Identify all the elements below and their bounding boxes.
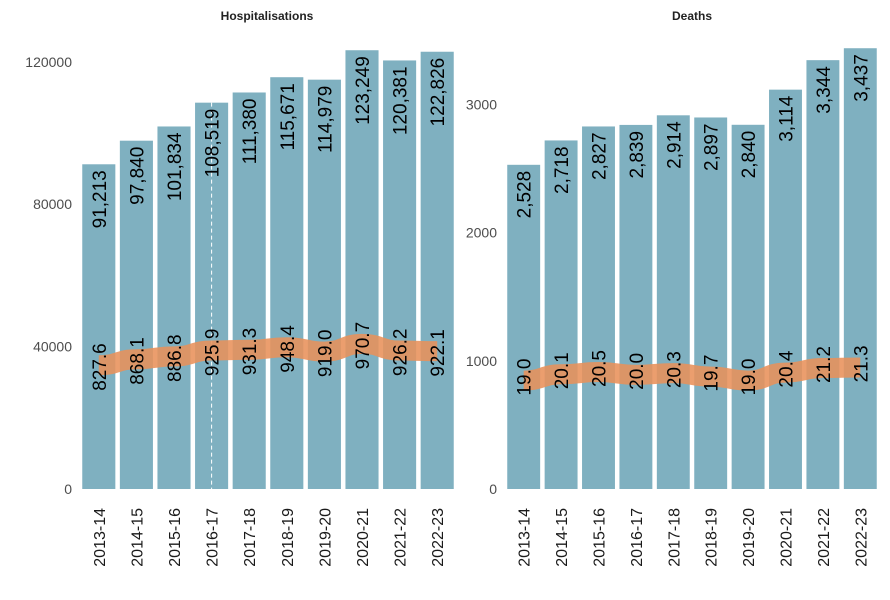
hosp-value-label: 122,826 bbox=[428, 58, 449, 127]
deaths-value-label: 3,344 bbox=[814, 66, 835, 114]
hosp-rate-label: 948.4 bbox=[278, 325, 299, 373]
deaths-rate-label: 21.3 bbox=[851, 345, 872, 382]
hosp-xtick-label: 2017-18 bbox=[242, 508, 259, 567]
hospitalisations-panel: Hospitalisations 0 40000 80000 120000 91,213… bbox=[25, 9, 454, 567]
hosp-xtick-label: 2019-20 bbox=[317, 508, 334, 567]
deaths-panel: Deaths 0 1000 2000 3000 2,528 2,718 2,827 2,839… bbox=[466, 9, 877, 567]
hosp-rate-label: 827.6 bbox=[90, 343, 111, 391]
hosp-rate-label: 868.1 bbox=[127, 337, 148, 385]
deaths-value-label: 2,914 bbox=[664, 121, 685, 169]
hosp-ytick-label: 80000 bbox=[33, 196, 72, 212]
deaths-bar bbox=[507, 164, 541, 490]
hosp-rate-label: 931.3 bbox=[240, 328, 261, 376]
deaths-xtick-label: 2020-21 bbox=[779, 508, 796, 567]
deaths-xtick-label: 2017-18 bbox=[666, 508, 683, 567]
hosp-value-label: 114,979 bbox=[315, 86, 336, 153]
deaths-value-label: 2,839 bbox=[627, 131, 648, 179]
hosp-bar bbox=[383, 60, 417, 490]
deaths-ytick-label: 1000 bbox=[466, 353, 497, 369]
hosp-value-label: 108,519 bbox=[203, 109, 224, 178]
hosp-rate-label: 926.2 bbox=[391, 329, 412, 377]
deaths-ytick-label: 0 bbox=[489, 481, 497, 497]
hosp-bar bbox=[82, 164, 116, 489]
hosp-rate-label: 919.0 bbox=[315, 330, 336, 378]
deaths-rate-band bbox=[523, 357, 861, 391]
deaths-xtick-label: 2018-19 bbox=[704, 508, 721, 567]
hosp-value-label: 115,671 bbox=[278, 83, 299, 150]
deaths-bar bbox=[806, 60, 840, 489]
hosp-xtick-label: 2020-21 bbox=[355, 508, 372, 567]
deaths-rate-label: 19.0 bbox=[739, 359, 760, 396]
deaths-rate-label: 19.7 bbox=[702, 355, 723, 392]
deaths-xtick-label: 2019-20 bbox=[741, 508, 758, 567]
deaths-xtick-label: 2016-17 bbox=[629, 508, 646, 567]
hosp-ytick-label: 40000 bbox=[33, 339, 72, 355]
hosp-ytick-label: 0 bbox=[64, 481, 72, 497]
deaths-ytick-label: 3000 bbox=[466, 96, 497, 112]
deaths-rate-label: 20.4 bbox=[777, 350, 798, 387]
hosp-xtick-label: 2022-23 bbox=[430, 508, 447, 567]
deaths-rate-label: 19.0 bbox=[515, 359, 536, 396]
hosp-rate-band bbox=[98, 333, 438, 376]
hosp-value-label: 120,381 bbox=[391, 66, 412, 135]
hosp-rate-label: 970.7 bbox=[353, 322, 374, 370]
hosp-rate-label: 925.9 bbox=[203, 329, 224, 377]
deaths-value-label: 3,114 bbox=[777, 95, 798, 142]
hosp-value-label: 111,380 bbox=[240, 98, 261, 164]
hosp-xtick-label: 2014-15 bbox=[129, 508, 146, 567]
hosp-xtick-label: 2013-14 bbox=[92, 508, 109, 567]
deaths-value-label: 2,718 bbox=[552, 146, 573, 194]
hospitalisations-title: Hospitalisations bbox=[221, 9, 314, 23]
deaths-bar bbox=[769, 89, 802, 489]
hosp-bar bbox=[270, 77, 304, 489]
deaths-rate-label: 21.2 bbox=[814, 346, 835, 383]
deaths-value-label: 2,827 bbox=[590, 132, 611, 180]
deaths-xtick-label: 2021-22 bbox=[816, 508, 833, 567]
deaths-bar bbox=[582, 126, 615, 489]
hosp-value-label: 101,834 bbox=[165, 132, 186, 201]
deaths-bar bbox=[731, 124, 765, 489]
hosp-bar bbox=[420, 51, 454, 489]
deaths-value-label: 2,897 bbox=[702, 123, 723, 171]
hosp-value-label: 123,249 bbox=[353, 56, 374, 125]
deaths-xtick-label: 2022-23 bbox=[853, 508, 870, 567]
deaths-bar bbox=[619, 124, 653, 489]
deaths-rate-label: 20.0 bbox=[627, 353, 648, 390]
hosp-xtick-label: 2015-16 bbox=[167, 508, 184, 567]
hosp-value-label: 97,840 bbox=[127, 147, 148, 205]
hosp-xtick-label: 2021-22 bbox=[393, 508, 410, 567]
hosp-rate-label: 886.8 bbox=[165, 334, 186, 382]
deaths-rate-label: 20.5 bbox=[590, 350, 611, 387]
deaths-rate-label: 20.3 bbox=[664, 351, 685, 388]
deaths-xtick-label: 2014-15 bbox=[554, 508, 571, 567]
deaths-ytick-label: 2000 bbox=[466, 225, 497, 241]
hosp-bar bbox=[232, 92, 266, 490]
deaths-value-label: 2,528 bbox=[515, 171, 536, 219]
deaths-bar bbox=[694, 117, 728, 489]
deaths-xtick-label: 2013-14 bbox=[517, 508, 534, 567]
hosp-xtick-label: 2018-19 bbox=[280, 508, 297, 567]
hosp-ytick-label: 120000 bbox=[25, 54, 72, 70]
hosp-bar bbox=[307, 79, 341, 490]
deaths-bar bbox=[544, 140, 578, 489]
hosp-rate-label: 922.1 bbox=[428, 329, 449, 377]
deaths-value-label: 2,840 bbox=[739, 131, 760, 179]
deaths-rate-label: 20.1 bbox=[552, 352, 573, 389]
deaths-bar bbox=[843, 48, 877, 489]
hosp-xtick-label: 2016-17 bbox=[205, 508, 222, 567]
hosp-bar bbox=[157, 126, 191, 490]
deaths-bar bbox=[656, 115, 690, 489]
deaths-xtick-label: 2015-16 bbox=[592, 508, 609, 567]
deaths-value-label: 3,437 bbox=[851, 54, 872, 102]
hosp-bar bbox=[345, 50, 379, 490]
hosp-bar bbox=[119, 140, 153, 489]
deaths-title: Deaths bbox=[672, 9, 712, 23]
hosp-value-label: 91,213 bbox=[90, 170, 111, 228]
